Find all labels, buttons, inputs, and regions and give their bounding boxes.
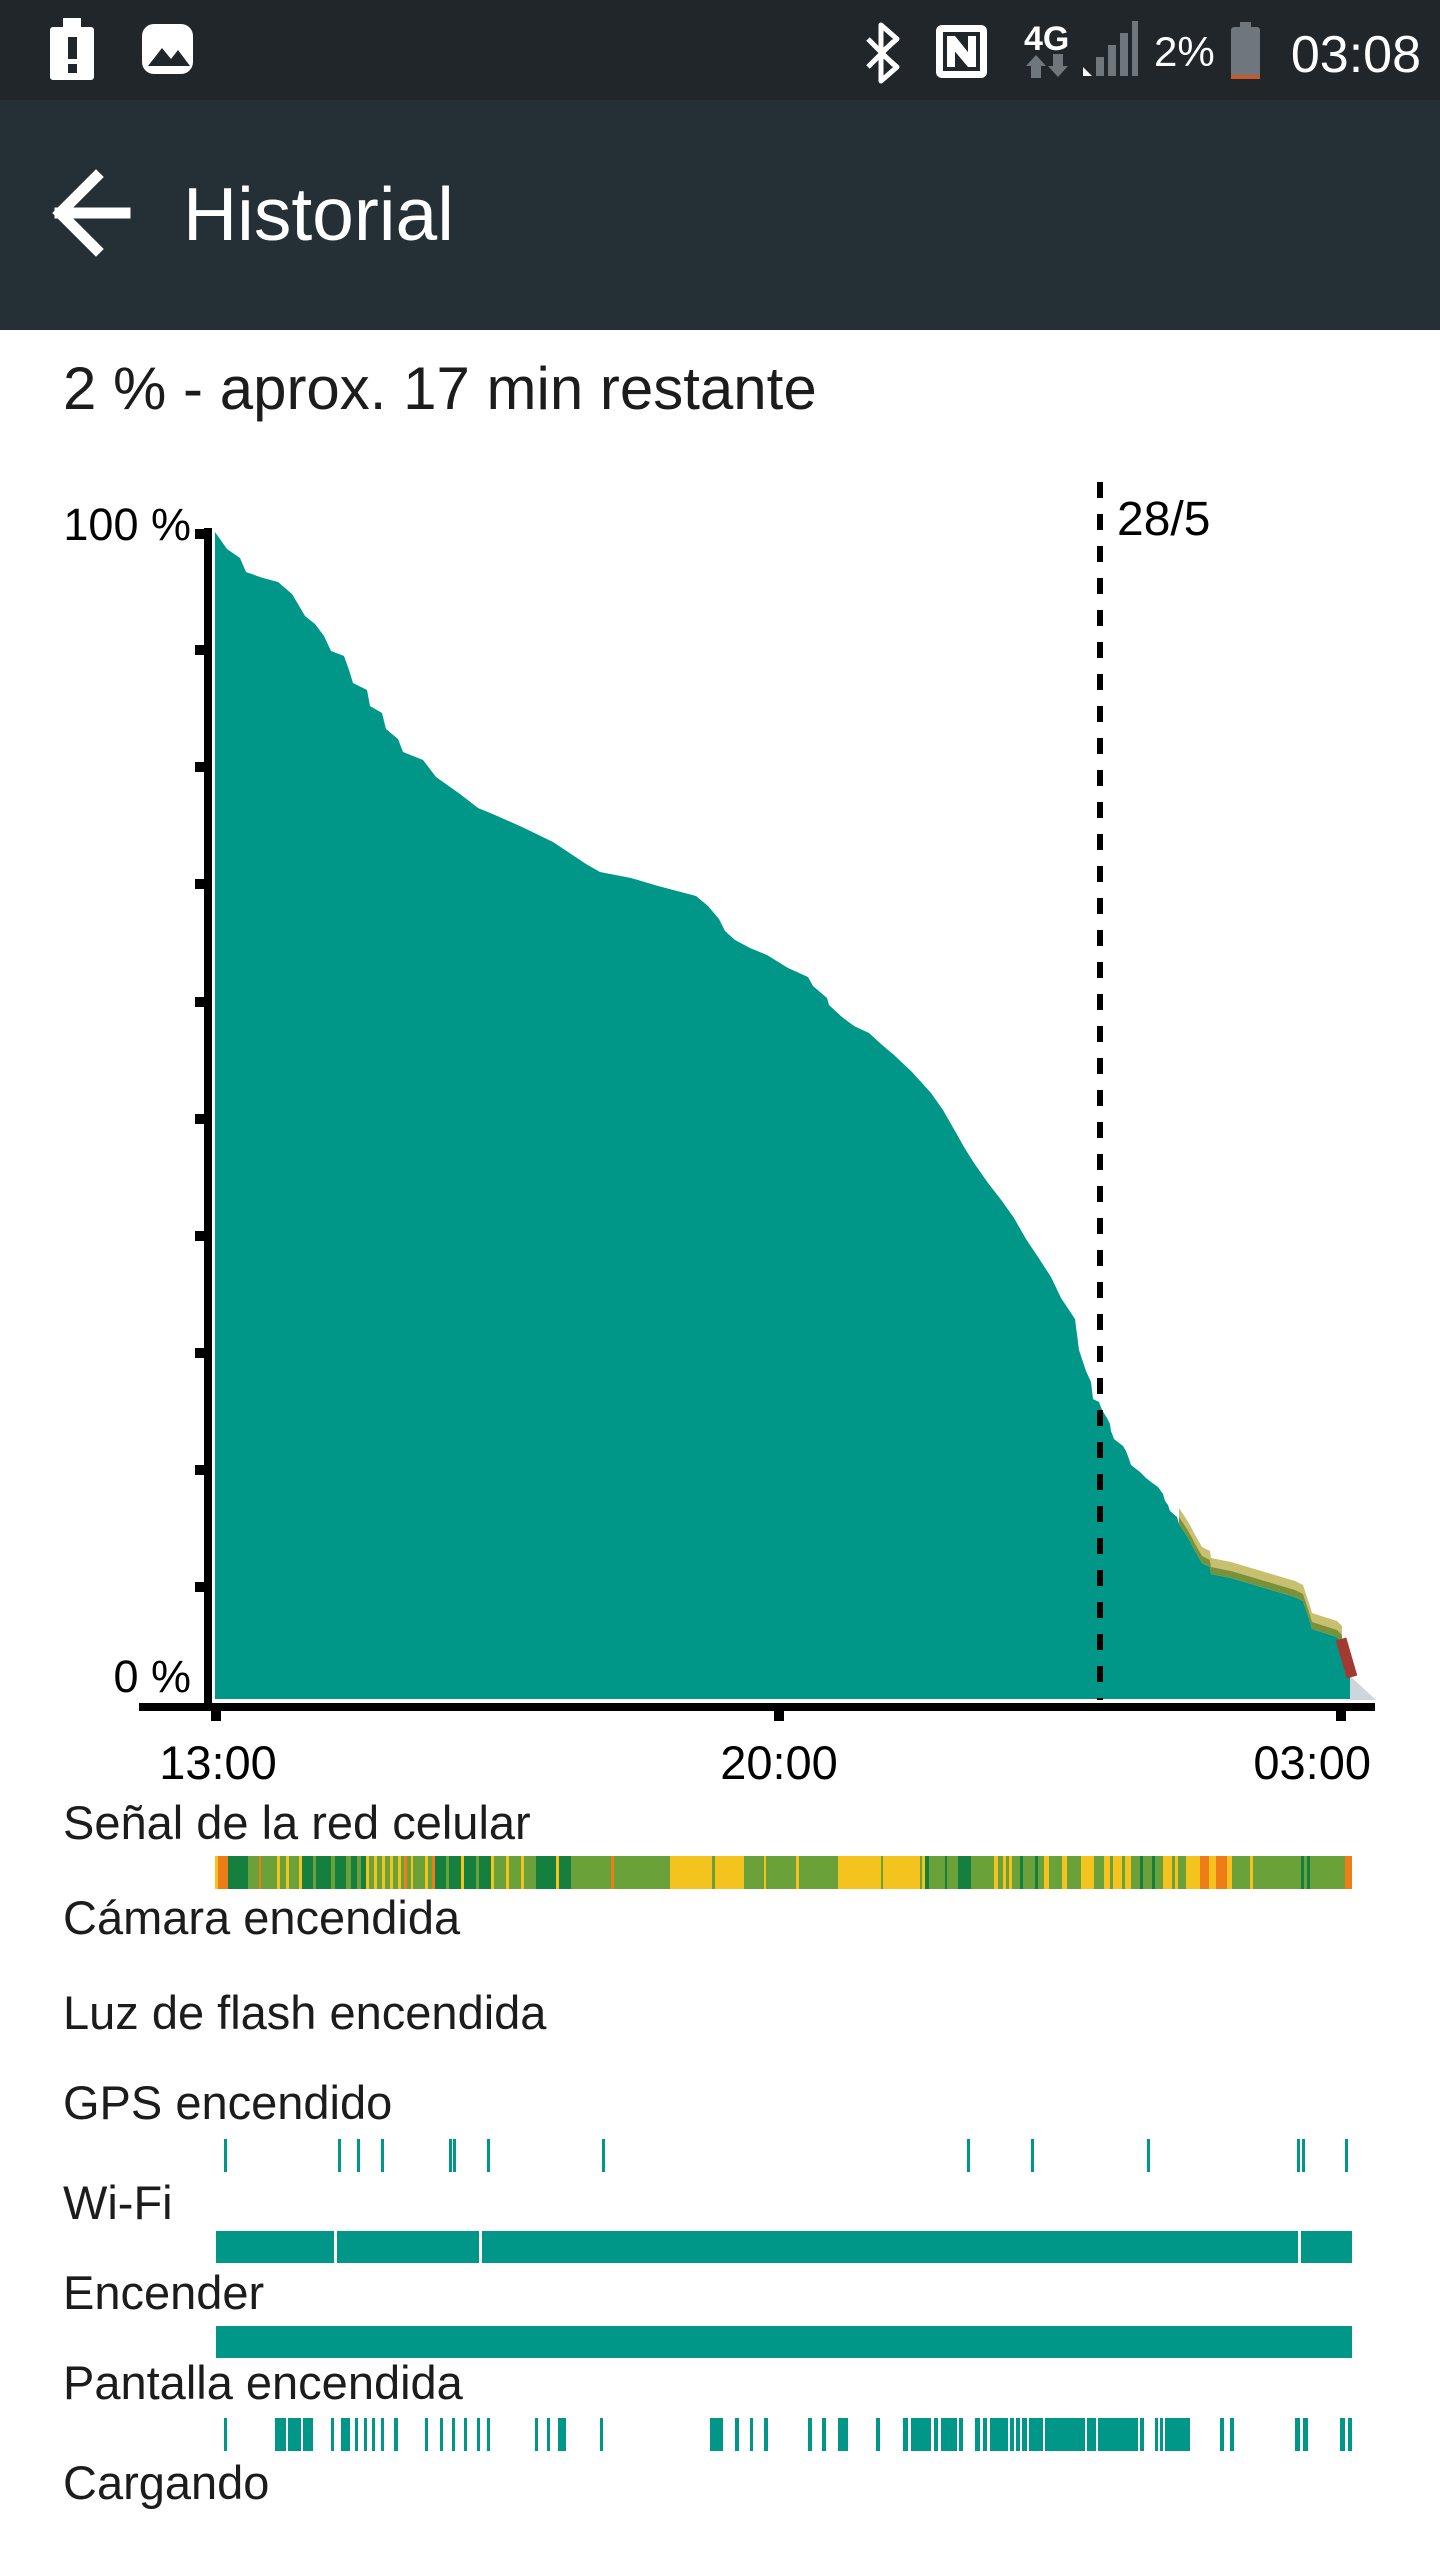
svg-text:Señal de la red celular: Señal de la red celular [63,1796,531,1849]
svg-text:0 %: 0 % [113,1651,191,1702]
svg-text:Pantalla encendida: Pantalla encendida [63,2356,464,2409]
svg-text:28/5: 28/5 [1117,493,1210,546]
svg-text:2%: 2% [1154,28,1215,75]
svg-text:Encender: Encender [63,2266,264,2319]
svg-text:GPS encendido: GPS encendido [63,2076,392,2129]
svg-text:Wi-Fi: Wi-Fi [63,2176,173,2229]
svg-text:4G: 4G [1024,20,1069,58]
svg-text:20:00: 20:00 [720,1736,838,1789]
svg-text:Luz de flash encendida: Luz de flash encendida [63,1986,547,2039]
svg-text:Cargando: Cargando [63,2456,269,2509]
svg-text:03:08: 03:08 [1291,26,1421,84]
svg-text:03:00: 03:00 [1253,1736,1371,1789]
svg-text:2 % - aprox. 17 min restante: 2 % - aprox. 17 min restante [63,355,817,422]
svg-text:100 %: 100 % [63,499,191,550]
svg-text:Cámara encendida: Cámara encendida [63,1891,461,1944]
svg-text:13:00: 13:00 [159,1736,277,1789]
